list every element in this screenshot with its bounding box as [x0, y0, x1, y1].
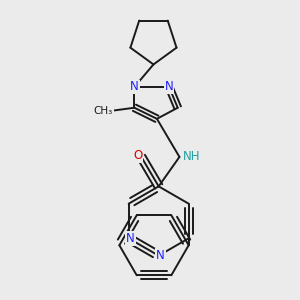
Text: N: N [165, 80, 173, 94]
Text: O: O [133, 149, 142, 162]
Text: N: N [156, 249, 165, 262]
Text: N: N [126, 232, 135, 245]
Text: NH: NH [183, 150, 200, 163]
Text: CH₃: CH₃ [94, 106, 113, 116]
Text: N: N [130, 80, 139, 94]
